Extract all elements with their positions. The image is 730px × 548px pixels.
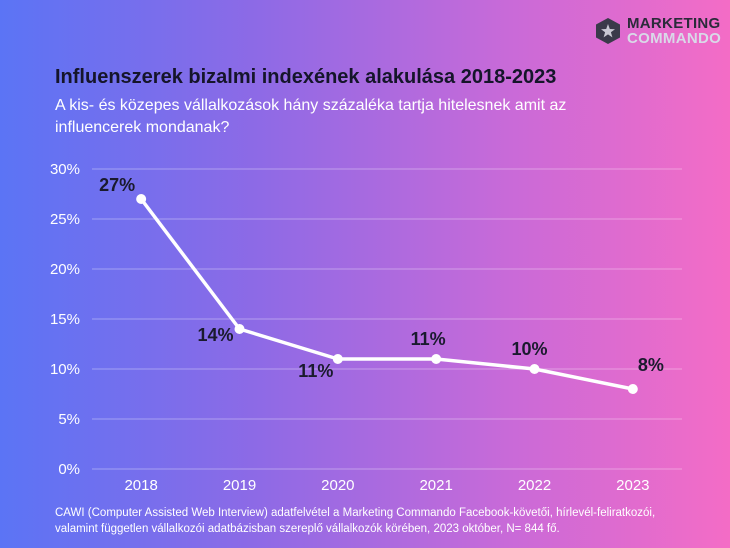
data-point [627, 384, 638, 394]
data-label: 8% [638, 355, 664, 375]
y-tick-label: 15% [50, 311, 80, 328]
x-tick-label: 2019 [223, 477, 256, 494]
data-label: 11% [298, 361, 333, 381]
chart-title: Influenszerek bizalmi indexének alakulás… [55, 66, 557, 88]
y-tick-label: 0% [58, 461, 80, 478]
y-tick-label: 25% [50, 211, 80, 228]
data-label: 10% [511, 339, 547, 359]
line-chart: 0% 5% 10% 15% 20% 25% 30% 2018 2019 2020 2021 2022 2… [50, 161, 664, 494]
data-point [136, 194, 147, 204]
x-tick-label: 2022 [518, 477, 551, 494]
brand-name-line1: MARKETING [627, 15, 721, 32]
y-tick-label: 10% [50, 361, 80, 378]
chart-subtitle: A kis- és közepes vállalkozások hány szá… [55, 97, 567, 136]
brand-name-line2: COMMANDO [627, 30, 722, 47]
y-tick-label: 30% [50, 161, 80, 178]
y-tick-label: 5% [58, 411, 80, 428]
data-point [332, 354, 343, 364]
x-tick-label: 2021 [419, 477, 452, 494]
series-line [139, 197, 634, 391]
footnote: CAWI (Computer Assisted Web Interview) a… [55, 507, 656, 535]
brand-logo: MARKETING COMMANDO [595, 16, 721, 46]
data-label: 27% [99, 175, 135, 195]
y-tick-label: 20% [50, 261, 80, 278]
x-tick-label: 2020 [321, 477, 354, 494]
x-tick-label: 2023 [616, 477, 649, 494]
star-hexagon-icon [596, 18, 620, 44]
x-tick-label: 2018 [124, 477, 157, 494]
data-point [529, 364, 540, 374]
data-label: 14% [197, 325, 233, 345]
data-point [234, 324, 245, 334]
data-point [431, 354, 442, 364]
data-label: 11% [411, 329, 446, 349]
